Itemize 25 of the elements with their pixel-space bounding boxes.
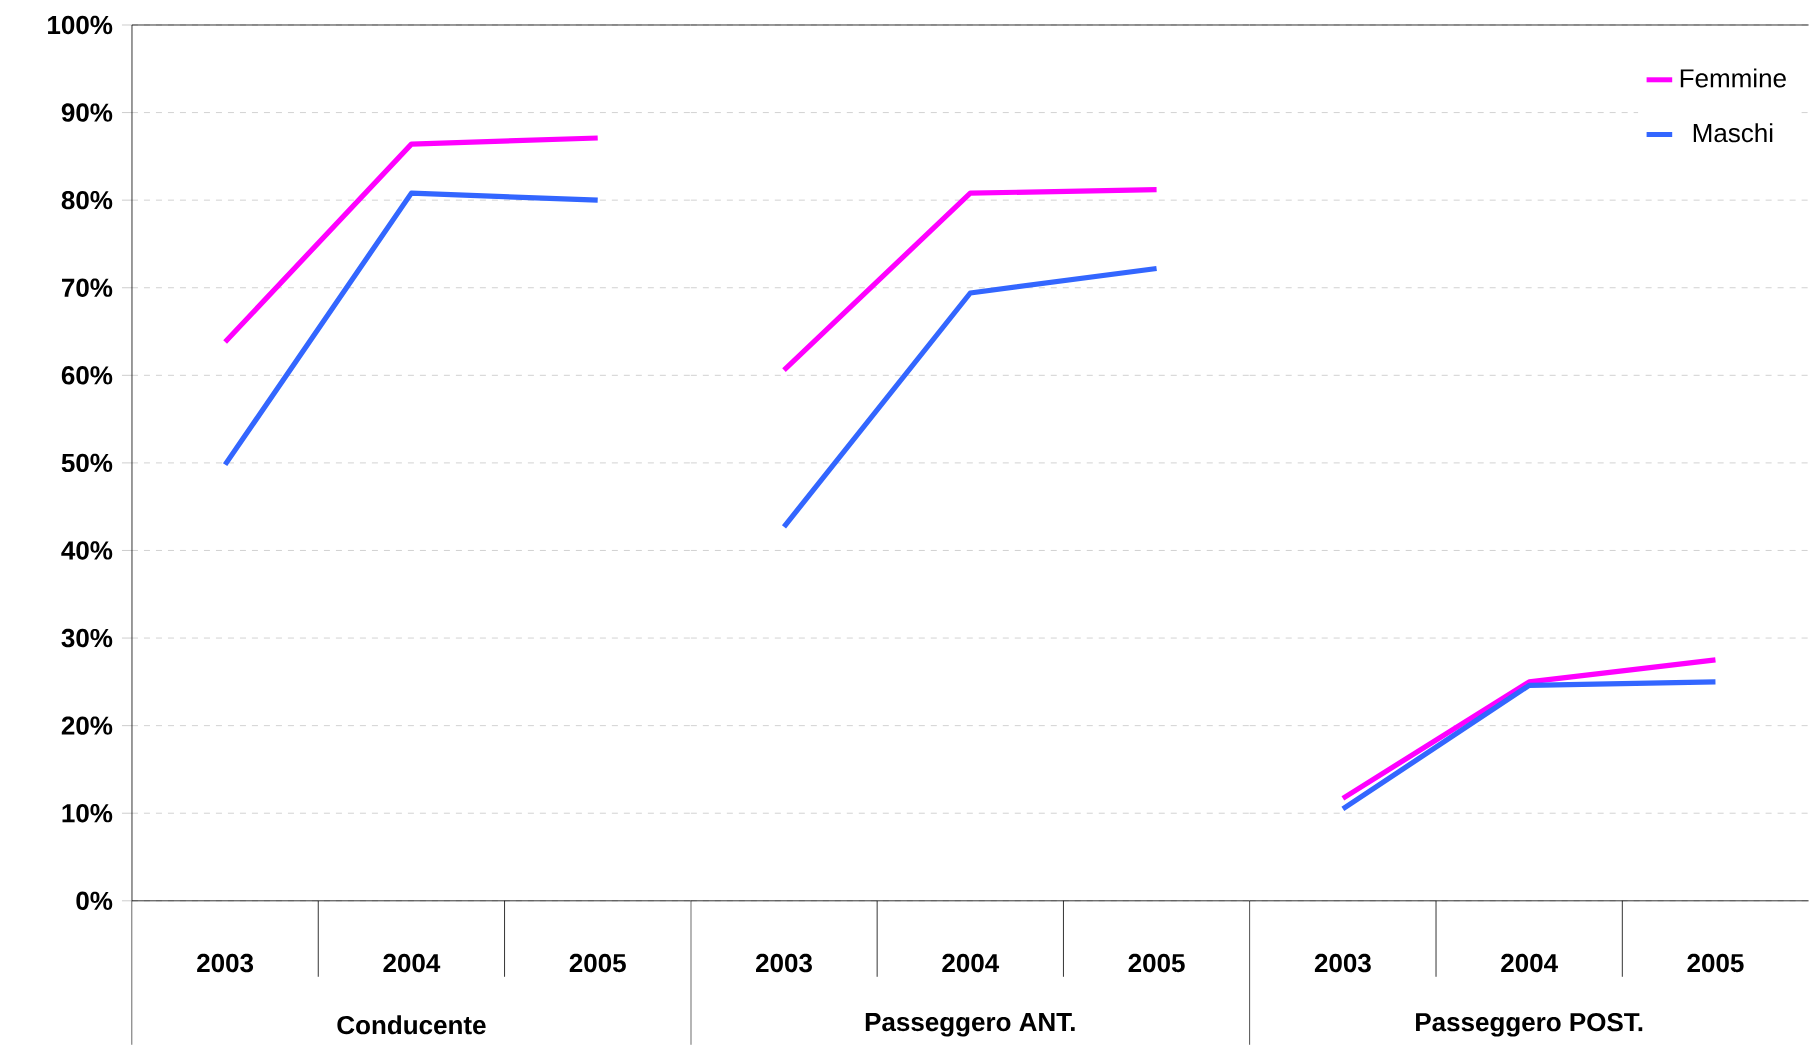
y-tick-label: 100% [48, 15, 113, 35]
y-tick-label: 50% [61, 453, 113, 472]
x-tick-label: 2004 [1501, 953, 1558, 973]
y-tick-label: 60% [61, 365, 113, 385]
y-tick-label: 20% [61, 716, 113, 735]
x-tick-label: 2005 [1128, 953, 1185, 973]
x-axis-title: Passeggero ANT. [865, 1012, 1075, 1037]
x-axis-title: Conducente [337, 1015, 486, 1035]
x-tick-label: 2003 [1314, 953, 1371, 973]
legend-label: Maschi [1693, 123, 1773, 143]
y-tick-label: 0% [76, 891, 113, 910]
y-tick-label: 30% [61, 628, 113, 648]
y-tick-label: 70% [62, 278, 113, 297]
x-tick-label: 2004 [383, 953, 441, 973]
y-tick-label: 90% [61, 103, 113, 122]
x-tick-label: 2005 [1687, 953, 1744, 973]
y-tick-label: 10% [62, 803, 113, 823]
x-tick-label: 2004 [942, 953, 1000, 973]
legend-label: Femmine [1680, 68, 1786, 88]
x-axis-title: Passeggero POST. [1416, 1012, 1643, 1037]
y-tick-label: 80% [61, 190, 113, 210]
x-tick-label: 2003 [197, 953, 254, 973]
x-tick-label: 2005 [569, 953, 626, 973]
x-tick-label: 2003 [756, 953, 812, 973]
y-tick-label: 40% [61, 541, 113, 560]
